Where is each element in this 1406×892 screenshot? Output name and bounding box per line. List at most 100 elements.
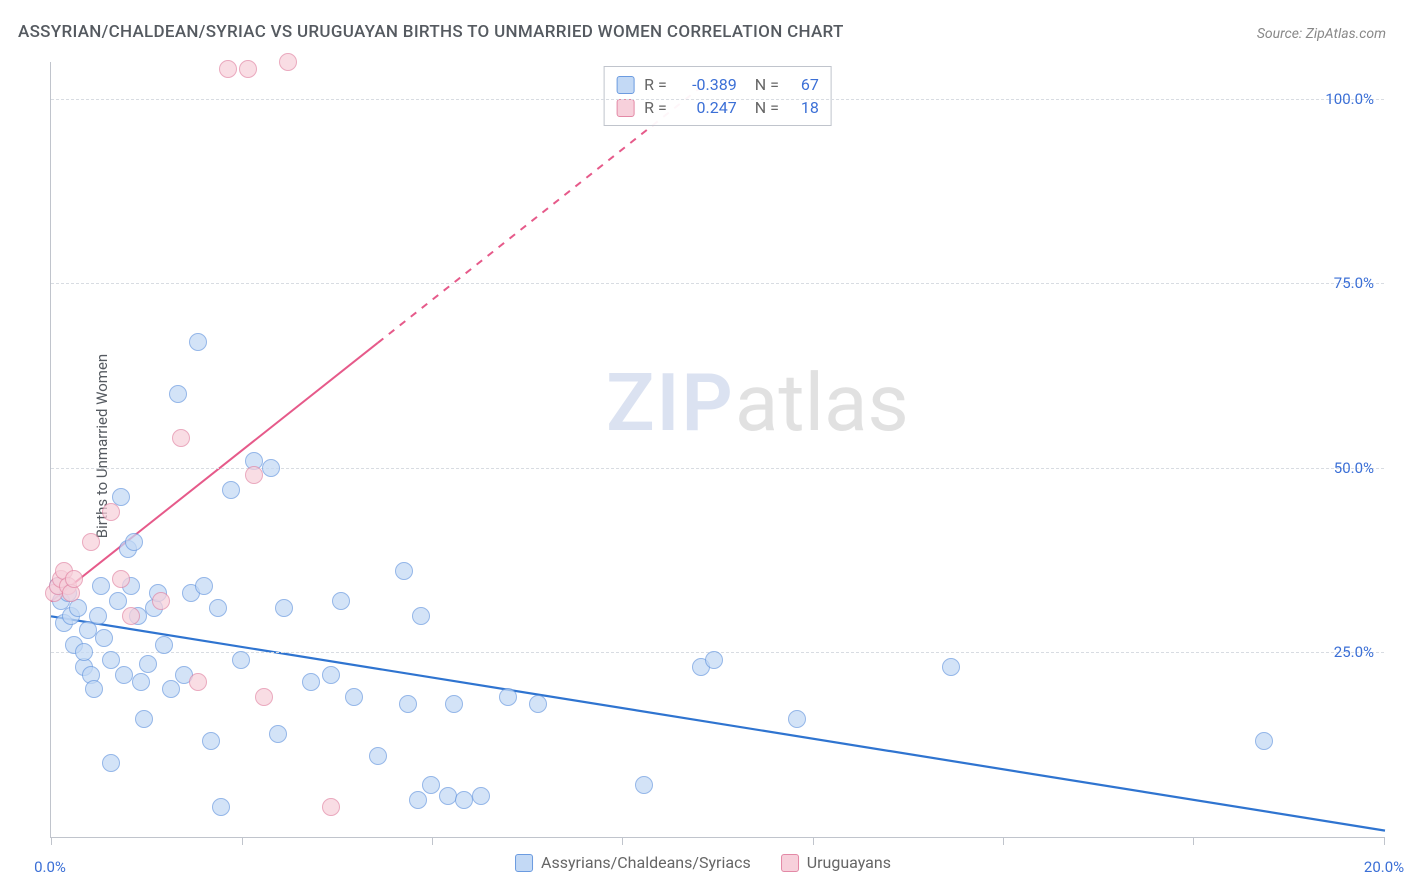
scatter-point — [82, 533, 100, 551]
scatter-point — [162, 680, 180, 698]
stat-label-r: R = — [644, 75, 667, 94]
scatter-point — [395, 562, 413, 580]
scatter-point — [102, 651, 120, 669]
scatter-point — [112, 570, 130, 588]
scatter-point — [322, 798, 340, 816]
scatter-point — [122, 607, 140, 625]
scatter-point — [172, 429, 190, 447]
scatter-point — [189, 673, 207, 691]
stat-label-n: N = — [755, 98, 779, 117]
scatter-point — [635, 776, 653, 794]
y-gridline — [51, 283, 1384, 284]
y-tick-label: 100.0% — [1325, 90, 1374, 108]
x-tick — [51, 837, 52, 845]
legend-label: Assyrians/Chaldeans/Syriacs — [541, 853, 751, 872]
y-tick-label: 75.0% — [1334, 274, 1374, 292]
y-tick-label: 50.0% — [1334, 459, 1374, 477]
plot-area: ZIPatlas R =-0.389N =67R =0.247N =18 25.… — [50, 62, 1384, 838]
scatter-point — [75, 643, 93, 661]
legend-swatch — [616, 99, 634, 117]
scatter-point — [275, 599, 293, 617]
x-tick-label: 0.0% — [34, 858, 66, 876]
series-legend: Assyrians/Chaldeans/Syriacs Uruguayans — [515, 853, 891, 872]
scatter-point — [439, 787, 457, 805]
scatter-point — [125, 533, 143, 551]
stat-value-n: 18 — [789, 98, 819, 117]
scatter-point — [788, 710, 806, 728]
scatter-point — [202, 732, 220, 750]
legend-swatch — [616, 76, 634, 94]
scatter-point — [169, 385, 187, 403]
stats-row: R = -0.389 N = 67 — [616, 73, 819, 96]
legend-item: Assyrians/Chaldeans/Syriacs — [515, 853, 751, 872]
scatter-point — [152, 592, 170, 610]
scatter-point — [322, 666, 340, 684]
scatter-point — [455, 791, 473, 809]
scatter-point — [332, 592, 350, 610]
scatter-point — [135, 710, 153, 728]
scatter-point — [102, 754, 120, 772]
x-tick — [1193, 837, 1194, 845]
scatter-point — [212, 798, 230, 816]
stat-value-r: -0.389 — [677, 75, 737, 94]
chart-container: ASSYRIAN/CHALDEAN/SYRIAC VS URUGUAYAN BI… — [0, 0, 1406, 892]
scatter-point — [369, 747, 387, 765]
scatter-point — [85, 680, 103, 698]
watermark-part1: ZIP — [606, 356, 735, 450]
scatter-point — [499, 688, 517, 706]
scatter-point — [345, 688, 363, 706]
scatter-point — [92, 577, 110, 595]
trend-line — [51, 343, 378, 602]
watermark-part2: atlas — [735, 356, 909, 450]
scatter-point — [412, 607, 430, 625]
scatter-point — [445, 695, 463, 713]
x-tick — [1384, 837, 1385, 845]
scatter-point — [255, 688, 273, 706]
trend-line — [51, 616, 1385, 830]
scatter-point — [279, 53, 297, 71]
scatter-point — [529, 695, 547, 713]
x-tick — [1003, 837, 1004, 845]
scatter-point — [219, 60, 237, 78]
scatter-point — [209, 599, 227, 617]
source-attribution: Source: ZipAtlas.com — [1257, 26, 1386, 42]
legend-label: Uruguayans — [807, 853, 891, 872]
scatter-point — [132, 673, 150, 691]
scatter-point — [1255, 732, 1273, 750]
scatter-point — [262, 459, 280, 477]
scatter-point — [269, 725, 287, 743]
scatter-point — [422, 776, 440, 794]
x-tick-label: 20.0% — [1364, 858, 1404, 876]
scatter-point — [189, 333, 207, 351]
scatter-point — [102, 503, 120, 521]
stat-label-n: N = — [755, 75, 779, 94]
chart-title: ASSYRIAN/CHALDEAN/SYRIAC VS URUGUAYAN BI… — [18, 22, 844, 42]
scatter-point — [245, 466, 263, 484]
x-tick — [813, 837, 814, 845]
watermark: ZIPatlas — [606, 356, 909, 450]
scatter-point — [232, 651, 250, 669]
scatter-point — [115, 666, 133, 684]
legend-swatch — [515, 854, 533, 872]
stats-legend: R =-0.389N =67R =0.247N =18 — [603, 66, 832, 126]
x-tick — [432, 837, 433, 845]
scatter-point — [239, 60, 257, 78]
scatter-point — [155, 636, 173, 654]
trend-lines-layer — [51, 62, 1384, 837]
scatter-point — [89, 607, 107, 625]
stat-label-r: R = — [644, 98, 667, 117]
legend-swatch — [781, 854, 799, 872]
x-tick — [242, 837, 243, 845]
scatter-point — [302, 673, 320, 691]
scatter-point — [399, 695, 417, 713]
scatter-point — [472, 787, 490, 805]
y-tick-label: 25.0% — [1334, 643, 1374, 661]
y-gridline — [51, 99, 1384, 100]
scatter-point — [942, 658, 960, 676]
scatter-point — [195, 577, 213, 595]
scatter-point — [222, 481, 240, 499]
stat-value-n: 67 — [789, 75, 819, 94]
scatter-point — [139, 655, 157, 673]
scatter-point — [409, 791, 427, 809]
scatter-point — [65, 570, 83, 588]
